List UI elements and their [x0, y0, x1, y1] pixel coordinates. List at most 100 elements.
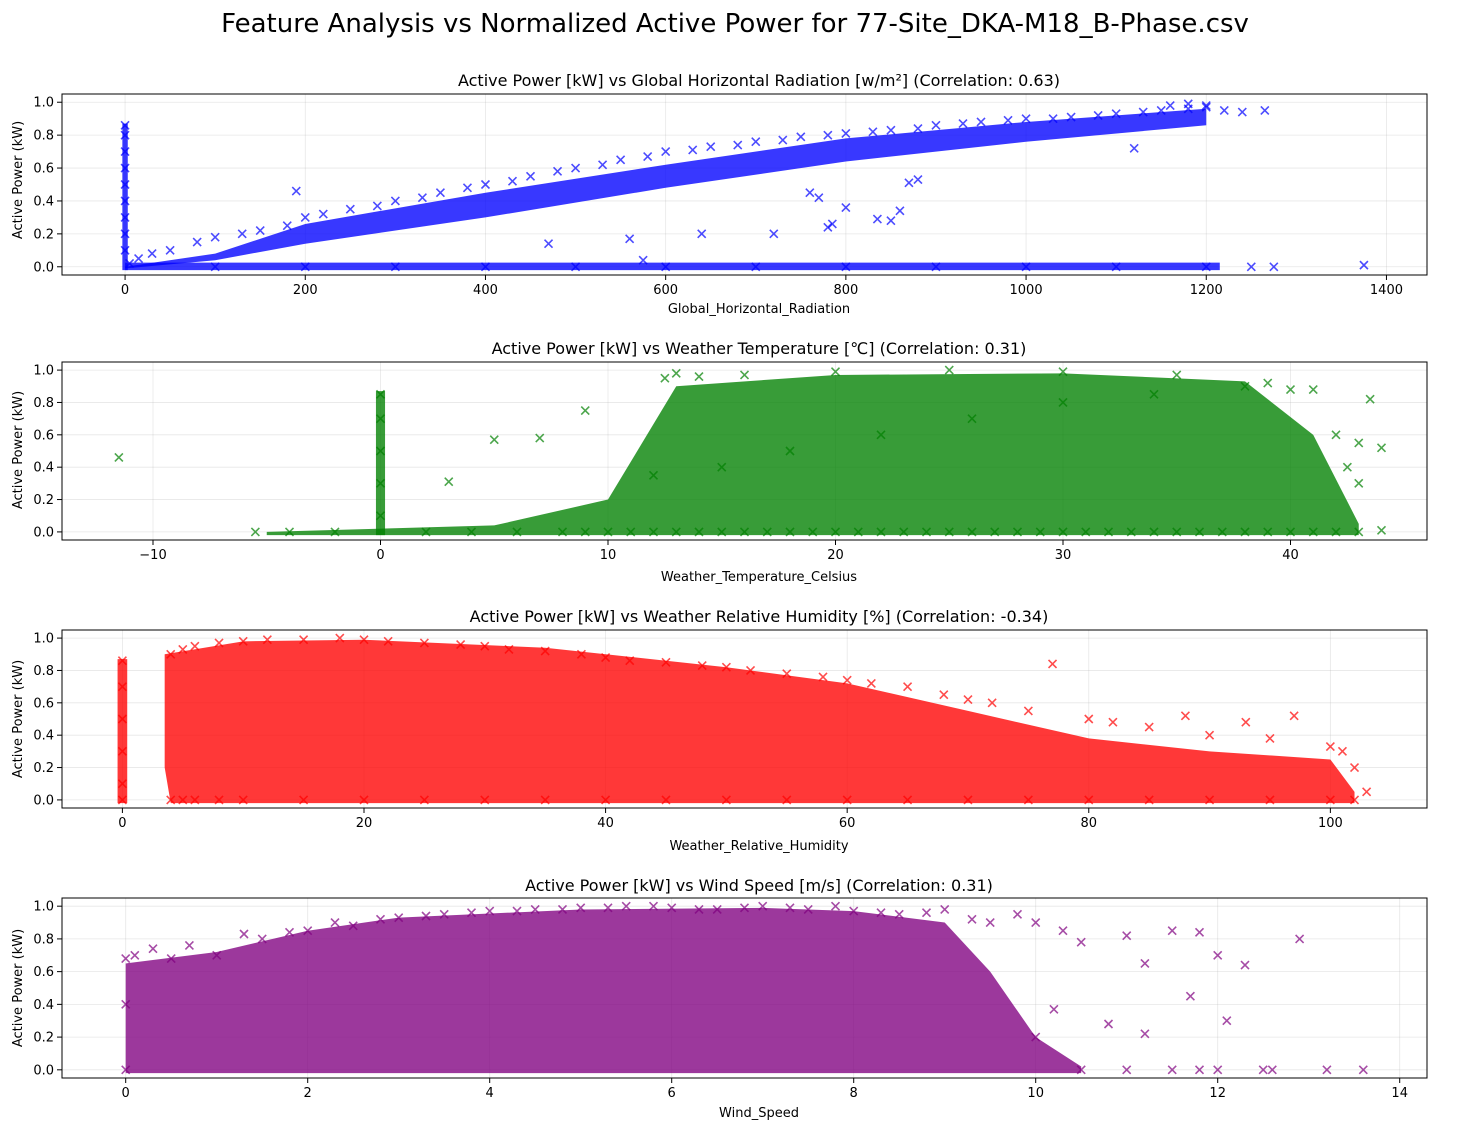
data-point [570, 163, 581, 173]
data-point [913, 123, 923, 134]
data-point [359, 795, 369, 805]
data-point [894, 909, 904, 919]
data-point [872, 214, 882, 224]
data-point [1325, 741, 1335, 752]
data-point [1354, 478, 1364, 488]
data-point [1048, 114, 1058, 124]
data-point [1349, 795, 1360, 805]
data-point [462, 183, 473, 193]
data-point [733, 140, 743, 150]
data-point [1111, 262, 1121, 272]
data-point [921, 908, 932, 918]
data-point [117, 746, 127, 756]
data-point [1285, 384, 1296, 395]
data-point [1129, 143, 1139, 153]
plot-area: 0 200 400 600 800 1000 1200 1400 0.0 0.2 0.4 0.6 0.8… [33, 93, 1428, 298]
x-tick-label: 14 [1391, 1086, 1408, 1101]
data-point [940, 904, 950, 915]
data-point [648, 527, 659, 537]
x-tick-label: 1000 [1010, 283, 1043, 298]
data-point [1285, 527, 1296, 537]
data-point [284, 527, 295, 537]
y-axis-label: Active Power (kW) [11, 929, 26, 1047]
y-tick-label: 0.2 [33, 493, 54, 508]
data-point [1331, 430, 1341, 440]
data-point [717, 462, 727, 472]
x-axis-label: Global_Horizontal_Radiation [668, 302, 850, 317]
data-point [570, 262, 581, 272]
data-point [661, 262, 671, 272]
data-point [576, 649, 586, 659]
data-point [939, 690, 949, 700]
data-point [375, 478, 386, 488]
data-point [1167, 926, 1177, 936]
data-point [921, 527, 932, 537]
data-point [1337, 746, 1348, 756]
data-point [1021, 262, 1031, 272]
y-tick-label: 0.8 [33, 396, 54, 411]
density-band-main [125, 907, 1082, 1074]
data-point [421, 911, 431, 921]
data-point [868, 127, 878, 137]
data-point [1267, 1065, 1277, 1075]
data-point [841, 262, 851, 272]
data-point [1031, 917, 1041, 928]
data-point [210, 232, 220, 242]
data-point [751, 137, 761, 147]
data-point [210, 262, 220, 272]
data-point [480, 641, 490, 651]
subplot-title: Active Power [kW] vs Wind Speed [m/s] (C… [525, 876, 993, 895]
data-point [830, 901, 841, 911]
data-point [540, 795, 550, 805]
data-point [1205, 795, 1215, 805]
data-point [1263, 378, 1273, 388]
data-point [661, 795, 671, 805]
data-point [626, 527, 636, 537]
data-point [238, 636, 248, 646]
y-tick-label: 1.0 [33, 364, 54, 379]
data-point [1359, 260, 1369, 270]
y-tick-label: 0.6 [33, 696, 54, 711]
data-point [117, 682, 127, 692]
data-point [238, 795, 248, 805]
data-point [480, 262, 491, 272]
subplot-humidity: Active Power [kW] vs Weather Relative Hu… [11, 607, 1428, 854]
data-point [1049, 1004, 1059, 1014]
y-tick-label: 0.0 [33, 1063, 54, 1078]
data-point [785, 903, 795, 913]
data-point [638, 255, 648, 265]
data-point [121, 1065, 131, 1075]
data-point [1058, 926, 1068, 936]
data-point [192, 237, 202, 247]
data-point [782, 795, 792, 805]
data-point [751, 262, 761, 272]
data-point [466, 908, 477, 918]
data-point [166, 795, 176, 805]
data-point [178, 795, 188, 805]
data-point [661, 657, 671, 667]
data-point [1076, 937, 1086, 947]
data-point [1219, 105, 1229, 116]
data-point [785, 446, 795, 456]
data-point [1023, 795, 1033, 805]
data-point [688, 145, 698, 155]
data-point [985, 917, 995, 928]
data-point [1144, 795, 1154, 805]
data-point [886, 216, 896, 226]
data-point [671, 368, 681, 378]
y-tick-label: 0.6 [33, 428, 54, 443]
data-point [671, 527, 681, 537]
data-point [1172, 527, 1182, 537]
x-tick-label: 400 [473, 283, 498, 298]
data-point [1126, 527, 1136, 537]
data-point [697, 661, 707, 671]
data-point [114, 452, 124, 463]
y-tick-label: 0.2 [33, 227, 54, 242]
plot-area: −10 0 10 20 30 40 0.0 0.2 0.4 0.6 0.8 1.0 [33, 361, 1428, 563]
data-point [535, 433, 545, 443]
data-point [758, 901, 768, 911]
data-point [963, 795, 973, 805]
data-point [1167, 1065, 1177, 1075]
data-point [842, 675, 852, 685]
